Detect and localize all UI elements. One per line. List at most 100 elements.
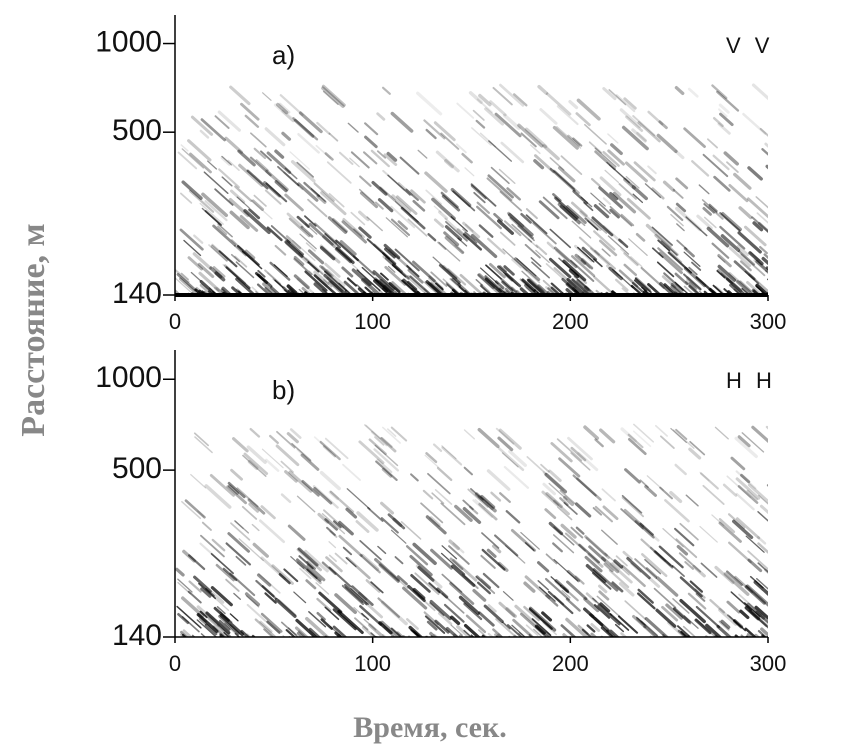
echo-streak [689,440,706,456]
echo-streak [740,473,751,484]
echo-streak [324,437,349,460]
echo-streak [341,220,368,244]
echo-streak [361,626,377,637]
echo-streak [480,554,496,569]
echo-streak [651,226,673,246]
echo-streak [658,120,668,130]
echo-streak [662,527,684,548]
echo-streak [359,191,378,209]
echo-streak [266,620,281,634]
echo-streak [245,595,260,608]
echo-streak [535,244,548,256]
echo-streak [200,587,212,598]
echo-streak [255,159,269,172]
echo-streak [477,629,488,637]
echo-streak [575,112,591,127]
echo-streak [574,244,594,263]
echo-streak [301,286,313,295]
echo-streak [675,538,698,559]
echo-streak [631,281,647,295]
echo-streak [719,112,734,127]
echo-streak [285,235,302,250]
echo-streak [261,448,284,469]
echo-streak [390,111,414,133]
echo-streak [528,294,531,295]
echo-streak [328,280,346,295]
x-tick-label: 100 [354,309,391,334]
echo-streak [595,289,603,295]
echo-streak [580,259,591,269]
echo-streak [570,446,587,462]
echo-streak [230,468,243,481]
echo-streak [623,263,638,277]
x-tick-label: 200 [552,651,589,676]
echo-streak [509,216,534,240]
echo-streak [542,471,565,492]
echo-streak [429,602,445,617]
echo-streak [663,272,685,292]
echo-streak [563,502,578,515]
echo-streak [524,283,540,295]
echo-streak [190,271,202,282]
echo-streak [480,578,492,588]
echo-streak [493,212,503,222]
echo-streak [517,123,544,148]
echo-streak [441,446,463,466]
echo-streak [233,520,244,530]
echo-streak [594,438,604,448]
echo-streak [533,159,545,170]
echo-streak [376,458,393,474]
echo-streak [490,166,510,185]
echo-streak [682,625,697,637]
echo-streak [537,580,549,591]
echo-streak [609,208,620,219]
echo-streak [737,485,759,504]
echo-streak [680,630,689,637]
echo-streak [525,214,548,235]
echo-streak [662,180,676,192]
echo-streak [759,245,768,255]
echo-streak [659,282,676,295]
echo-streak [566,282,581,295]
echo-streak [594,505,614,523]
echo-streak [577,451,599,472]
echo-streak [380,600,408,626]
echo-streak [579,210,602,231]
echo-streak [332,218,348,233]
echo-streak [314,222,338,244]
echo-streak [524,575,551,600]
echo-streak [332,625,348,637]
echo-streak [176,605,202,629]
echo-streak [374,436,385,446]
echo-streak [306,564,326,582]
echo-streak [598,584,608,594]
echo-streak [478,224,494,238]
echo-streak [478,93,492,107]
echo-streak [590,622,601,633]
echo-streak [376,150,387,159]
echo-streak [488,263,506,279]
echo-streak [623,97,637,110]
echo-streak [405,188,419,201]
echo-streak [198,271,220,292]
echo-streak [286,432,299,444]
echo-streak [323,279,333,288]
echo-streak [292,117,319,141]
echo-streak [321,513,346,535]
echo-streak [658,251,683,275]
echo-streak [329,530,338,538]
echo-streak [755,196,768,209]
echo-streak [491,544,502,554]
echo-streak [334,631,343,637]
echo-streak [640,620,658,637]
echo-streak [397,220,409,230]
echo-streak [270,225,291,244]
echo-streak [414,572,440,596]
echo-streak [355,520,370,533]
echo-streak [602,150,620,167]
echo-streak [717,255,726,263]
echo-streak [293,258,313,276]
echo-streak [315,582,330,595]
echo-streak [564,532,586,552]
echo-streak [424,615,446,634]
